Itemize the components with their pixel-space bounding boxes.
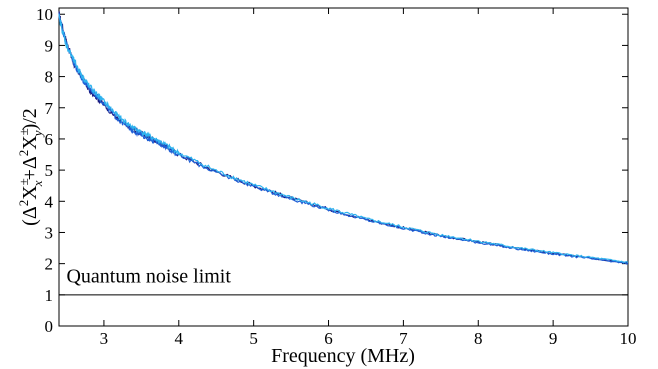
y-label-pm2: ± (16, 128, 31, 135)
x-tick-label: 6 (324, 329, 333, 348)
y-tick-label: 10 (36, 5, 53, 24)
y-label-sup1: 2 (16, 200, 31, 207)
y-tick-label: 0 (45, 317, 54, 336)
x-tick-label: 8 (474, 329, 483, 348)
y-tick-label: 5 (45, 161, 54, 180)
y-label-close: )/2 (19, 108, 41, 130)
plot-frame (58, 7, 629, 327)
y-label-x2: X (19, 135, 41, 150)
series-line-2 (58, 12, 629, 265)
series-line-1 (58, 11, 629, 264)
x-tick-label: 10 (620, 329, 637, 348)
y-axis-label: (Δ2X±x+Δ2X±y)/2 (16, 108, 45, 226)
y-label-x1: X (19, 185, 41, 200)
y-tick-label: 3 (45, 223, 54, 242)
y-tick-label: 6 (45, 130, 54, 149)
x-tick-label: 4 (175, 329, 184, 348)
ticks (59, 8, 629, 327)
y-tick-label: 4 (45, 192, 54, 211)
y-label-sub2: y (30, 130, 45, 138)
y-label-pm1: ± (16, 178, 31, 185)
x-tick-label: 3 (100, 329, 109, 348)
y-label-sup2: 2 (16, 150, 31, 157)
quantum-noise-limit-label: Quantum noise limit (66, 265, 231, 287)
x-tick-label: 9 (549, 329, 558, 348)
series-group (58, 11, 629, 265)
y-tick-label: 9 (45, 36, 54, 55)
y-label-sub1: x (30, 180, 45, 187)
y-tick-label: 8 (45, 68, 54, 87)
series-line-3 (58, 13, 629, 264)
x-tick-label: 5 (249, 329, 258, 348)
y-tick-label: 2 (45, 255, 54, 274)
x-tick-label: 7 (399, 329, 408, 348)
y-tick-label: 7 (45, 99, 54, 118)
x-axis-label: Frequency (MHz) (271, 345, 415, 367)
y-tick-label: 1 (45, 286, 54, 305)
tick-labels: 3 4 5 6 7 8 9 10 0 1 2 3 4 5 6 7 8 9 10 (36, 5, 637, 348)
y-label-open: (Δ (19, 206, 41, 226)
y-label-plus: +Δ (19, 156, 41, 180)
